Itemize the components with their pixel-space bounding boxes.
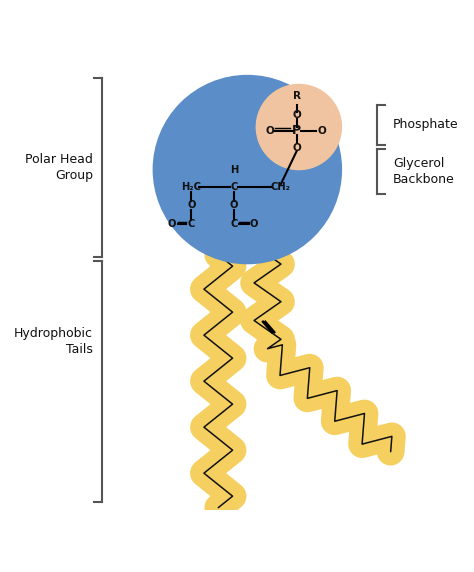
Text: Glycerol
Backbone: Glycerol Backbone [393, 157, 455, 186]
Text: C: C [230, 219, 237, 229]
Text: Phosphate: Phosphate [393, 118, 458, 132]
Text: CH₂: CH₂ [271, 182, 291, 193]
Text: H: H [230, 165, 238, 175]
Circle shape [153, 76, 341, 264]
Text: O: O [230, 200, 238, 210]
Text: P: P [292, 124, 301, 137]
Text: C: C [230, 182, 237, 193]
Text: Hydrophobic
Tails: Hydrophobic Tails [14, 328, 93, 356]
Text: O: O [250, 219, 258, 229]
Text: R: R [292, 92, 301, 101]
Text: C: C [188, 219, 195, 229]
Text: O: O [292, 142, 301, 153]
Text: O: O [187, 200, 196, 210]
Text: O: O [265, 126, 274, 136]
Text: O: O [292, 110, 301, 120]
Text: O: O [317, 126, 326, 136]
Circle shape [256, 85, 341, 169]
Text: Polar Head
Group: Polar Head Group [25, 153, 93, 182]
Text: O: O [168, 219, 176, 229]
Text: H₂C: H₂C [182, 182, 201, 193]
